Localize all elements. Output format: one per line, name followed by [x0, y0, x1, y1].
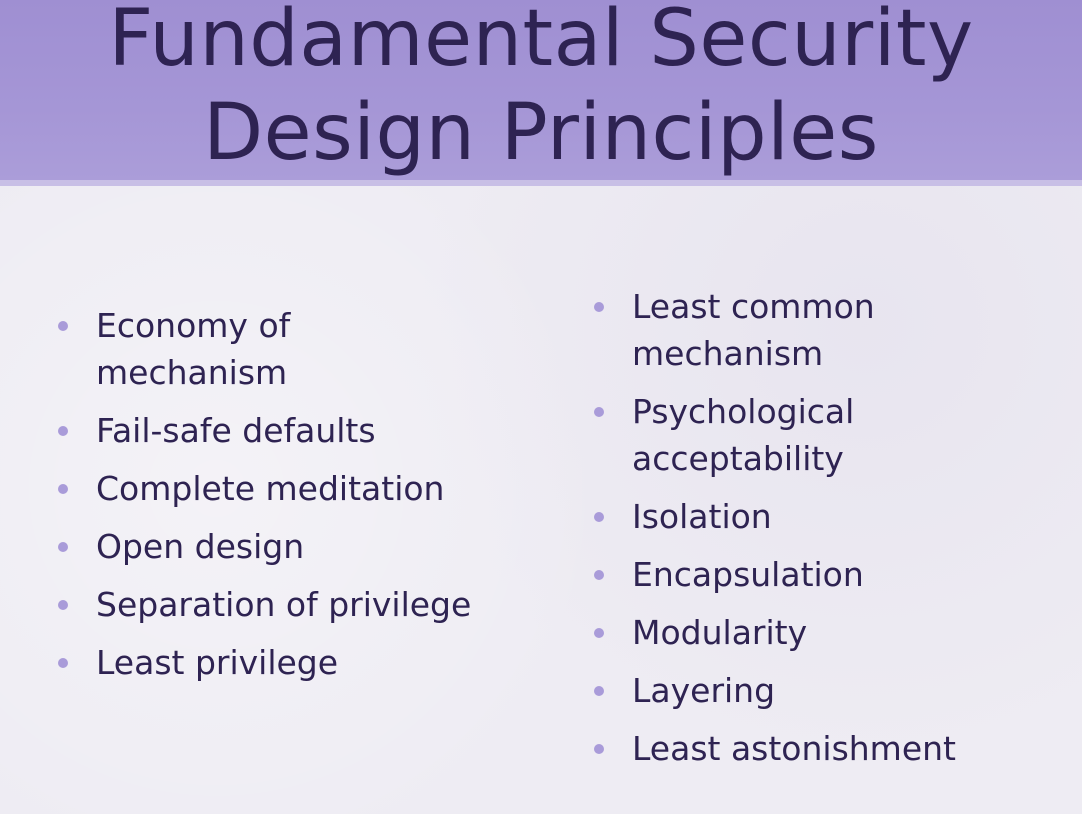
- bullet-dot-icon: [594, 512, 604, 522]
- list-item: Least privilege: [58, 639, 528, 686]
- bullet-dot-icon: [594, 570, 604, 580]
- bullet-dot-icon: [58, 542, 68, 552]
- list-item: Separation of privilege: [58, 581, 528, 628]
- bullet-dot-icon: [594, 302, 604, 312]
- list-item-label: Layering: [632, 671, 776, 710]
- bullet-dot-icon: [594, 744, 604, 754]
- list-item-label: Least common mechanism: [632, 287, 875, 373]
- list-item: Open design: [58, 523, 528, 570]
- bullet-dot-icon: [58, 658, 68, 668]
- bullet-dot-icon: [58, 321, 68, 331]
- bullet-dot-icon: [58, 484, 68, 494]
- title-band: Fundamental Security Design Principles: [0, 0, 1082, 186]
- list-item-label: Fail-safe defaults: [96, 411, 376, 450]
- list-item: Psychological acceptability: [594, 388, 902, 482]
- list-item: Isolation: [594, 493, 1064, 540]
- list-item-label: Isolation: [632, 497, 772, 536]
- list-item-label: Least astonishment: [632, 729, 956, 768]
- list-item-label: Complete meditation: [96, 469, 445, 508]
- left-bullet-list: Economy of mechanism Fail-safe defaults …: [58, 302, 528, 697]
- list-item: Fail-safe defaults: [58, 407, 528, 454]
- bullet-dot-icon: [58, 426, 68, 436]
- bullet-dot-icon: [594, 628, 604, 638]
- list-item-label: Economy of mechanism: [96, 306, 291, 392]
- list-item-label: Encapsulation: [632, 555, 864, 594]
- list-item: Modularity: [594, 609, 1064, 656]
- bullet-dot-icon: [594, 686, 604, 696]
- list-item: Least common mechanism: [594, 283, 902, 377]
- list-item-label: Separation of privilege: [96, 585, 472, 624]
- title-line-2: Design Principles: [203, 88, 879, 178]
- title-line-1: Fundamental Security: [108, 0, 974, 84]
- list-item: Least astonishment: [594, 725, 1064, 772]
- list-item: Encapsulation: [594, 551, 1064, 598]
- bullet-dot-icon: [58, 600, 68, 610]
- list-item-label: Psychological acceptability: [632, 392, 855, 478]
- list-item-label: Open design: [96, 527, 305, 566]
- list-item-label: Modularity: [632, 613, 808, 652]
- list-item: Layering: [594, 667, 1064, 714]
- list-item: Complete meditation: [58, 465, 528, 512]
- list-item-label: Least privilege: [96, 643, 339, 682]
- slide-title: Fundamental Security Design Principles: [0, 0, 1082, 180]
- list-item: Economy of mechanism: [58, 302, 356, 396]
- right-bullet-list: Least common mechanism Psychological acc…: [594, 283, 1064, 783]
- bullet-dot-icon: [594, 407, 604, 417]
